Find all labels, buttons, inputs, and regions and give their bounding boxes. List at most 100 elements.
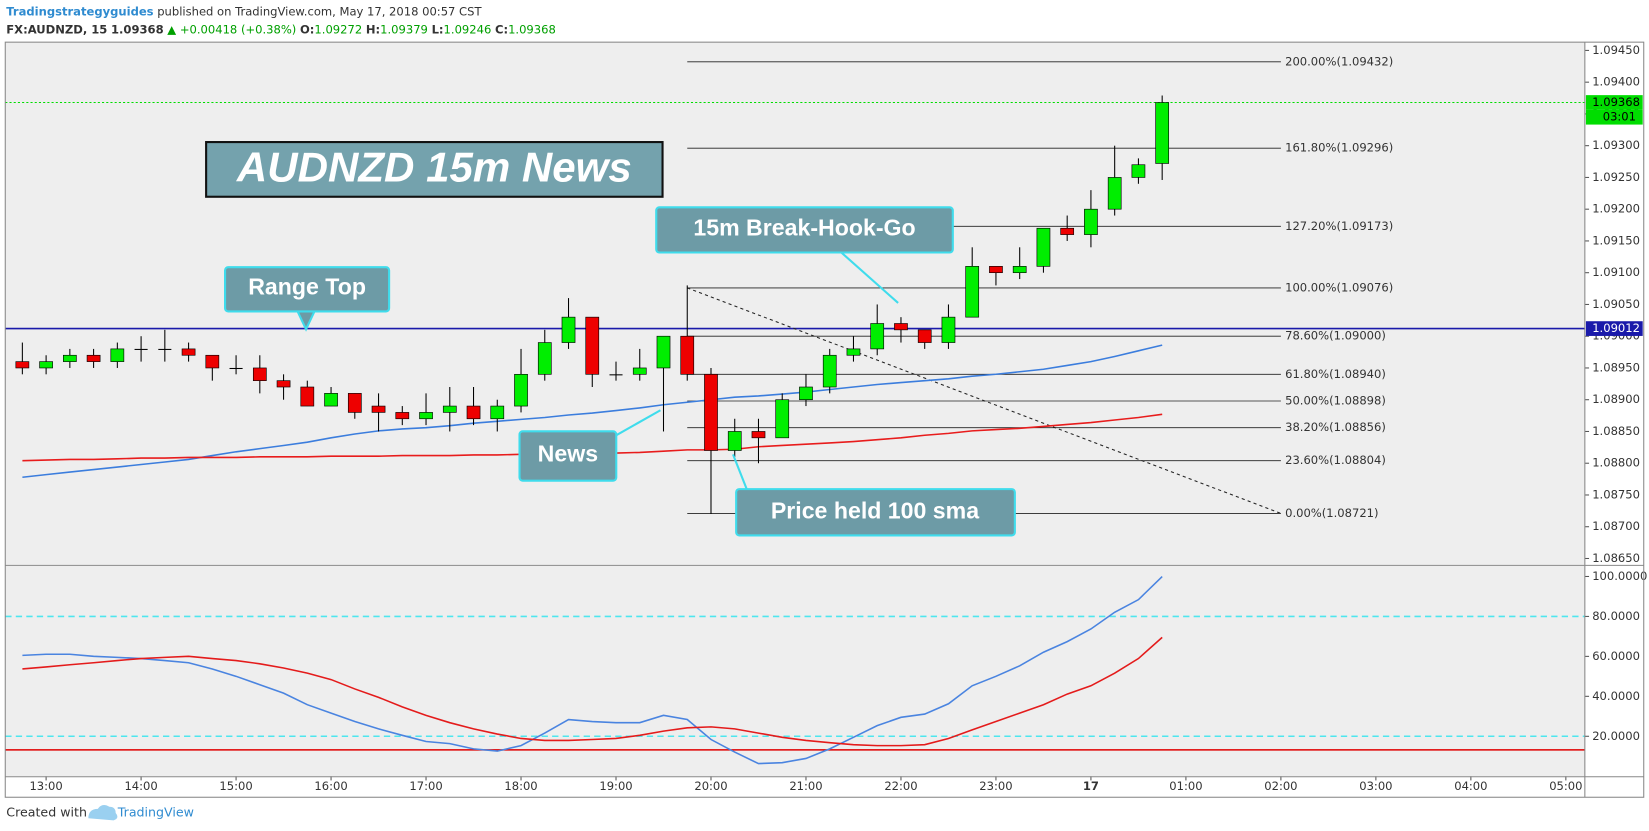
callout: 15m Break-Hook-Go — [655, 206, 954, 304]
candle — [561, 298, 576, 349]
candle-body — [324, 393, 338, 407]
candle — [442, 387, 457, 432]
x-tick-label: 14:00 — [124, 779, 157, 793]
candle-body — [39, 361, 53, 369]
callout-text: Range Top — [248, 273, 366, 299]
candle-body — [158, 348, 172, 350]
candle-body — [870, 323, 885, 350]
ohlc-value: 1.09246 — [444, 22, 492, 36]
candle — [466, 387, 481, 426]
y-tick-label: 1.09100 — [1592, 265, 1640, 279]
fib-label: 200.00%(1.09432) — [1285, 54, 1393, 68]
author[interactable]: Tradingstrategyguides — [6, 4, 153, 18]
candle-body — [632, 367, 647, 375]
candle-body — [656, 335, 671, 369]
y-tick-label: 1.09150 — [1592, 233, 1640, 247]
candle-body — [276, 380, 291, 388]
change: +0.00418 (+0.38%) — [180, 22, 296, 36]
x-tick-label: 05:00 — [1549, 779, 1582, 793]
y-tick-label: 1.09200 — [1592, 202, 1640, 216]
candle-body — [419, 412, 433, 420]
candle — [656, 335, 671, 432]
candle-body — [205, 354, 220, 369]
y-tick-label: 1.09300 — [1592, 138, 1640, 152]
y-tick-label: 1.09400 — [1592, 75, 1640, 89]
candle — [1060, 215, 1075, 241]
candle — [632, 348, 647, 381]
candle-body — [917, 329, 932, 343]
candle — [1084, 190, 1098, 248]
fib-trend — [687, 287, 1282, 514]
candle-body — [110, 348, 125, 362]
fib-label: 61.80%(1.08940) — [1285, 367, 1386, 381]
candle-body — [490, 405, 505, 420]
candle — [846, 336, 861, 362]
candle-body — [86, 354, 101, 362]
x-tick-label: 02:00 — [1264, 779, 1297, 793]
candle-body — [134, 348, 148, 350]
candle-body — [1131, 164, 1146, 178]
candle-body — [63, 354, 77, 362]
x-tick-label: 13:00 — [29, 779, 62, 793]
x-tick-label: 17 — [1083, 779, 1099, 793]
candle-body — [846, 348, 861, 356]
candle — [680, 285, 695, 381]
y-tick-label: 1.08950 — [1592, 360, 1640, 374]
candle — [252, 355, 267, 394]
candle — [134, 336, 148, 362]
x-tick-label: 22:00 — [884, 779, 917, 793]
symbol: FX:AUDNZD, 15 — [6, 22, 107, 36]
frame — [4, 41, 1645, 798]
price-label-box — [1585, 321, 1643, 336]
candle — [989, 266, 1003, 286]
candle — [39, 355, 53, 375]
candle-body — [466, 405, 481, 420]
callout-box — [518, 430, 618, 482]
ohlc-value: 1.09379 — [380, 22, 428, 36]
ohlc-label: L: — [432, 22, 444, 36]
footer-brand[interactable]: TradingView — [117, 805, 194, 820]
candle — [419, 393, 433, 426]
fib-label: 0.00%(1.08721) — [1285, 506, 1378, 520]
fib-label: 161.80%(1.09296) — [1285, 141, 1393, 155]
candle-body — [965, 266, 980, 318]
title: AUDNZD 15m News — [236, 144, 632, 191]
y-tick-label: 60.0000 — [1592, 649, 1640, 663]
callout-pointer — [840, 251, 899, 304]
tradingview-logo[interactable] — [88, 805, 118, 821]
candle — [894, 317, 908, 343]
candle — [799, 374, 813, 407]
oscillator-line — [22, 636, 1163, 747]
y-tick-label: 1.08800 — [1592, 456, 1640, 470]
candle-body — [609, 374, 623, 376]
candle-body — [561, 316, 576, 343]
candle-body — [704, 373, 718, 451]
candle-body — [514, 373, 528, 407]
candle-body — [1012, 266, 1027, 274]
x-tick-label: 16:00 — [314, 779, 347, 793]
candle-body — [894, 323, 908, 331]
candle — [1012, 247, 1027, 280]
x-tick-label: 19:00 — [599, 779, 632, 793]
y-tick-label: 1.09450 — [1592, 43, 1640, 57]
candle — [1131, 158, 1146, 184]
moving-average — [22, 344, 1163, 479]
fib-label: 50.00%(1.08898) — [1285, 393, 1386, 407]
candle-body — [727, 431, 742, 451]
published: published on TradingView.com, May 17, 20… — [157, 4, 482, 18]
last-price: 1.09368 — [111, 22, 164, 36]
candle — [1107, 145, 1122, 216]
callout-text: Price held 100 sma — [771, 497, 980, 523]
x-tick-label: 23:00 — [979, 779, 1012, 793]
callout: Range Top — [224, 266, 391, 332]
header-line-2: FX:AUDNZD, 15 1.09368 ▲ +0.00418 (+0.38%… — [6, 22, 556, 36]
callout: Price held 100 sma — [732, 454, 1016, 537]
x-tick-label: 03:00 — [1359, 779, 1392, 793]
fib-label: 38.20%(1.08856) — [1285, 420, 1386, 434]
candle — [324, 387, 338, 407]
candle-body — [252, 367, 267, 381]
callout-box — [655, 206, 954, 254]
candle — [300, 380, 315, 407]
y-tick-label: 1.08700 — [1592, 519, 1640, 533]
